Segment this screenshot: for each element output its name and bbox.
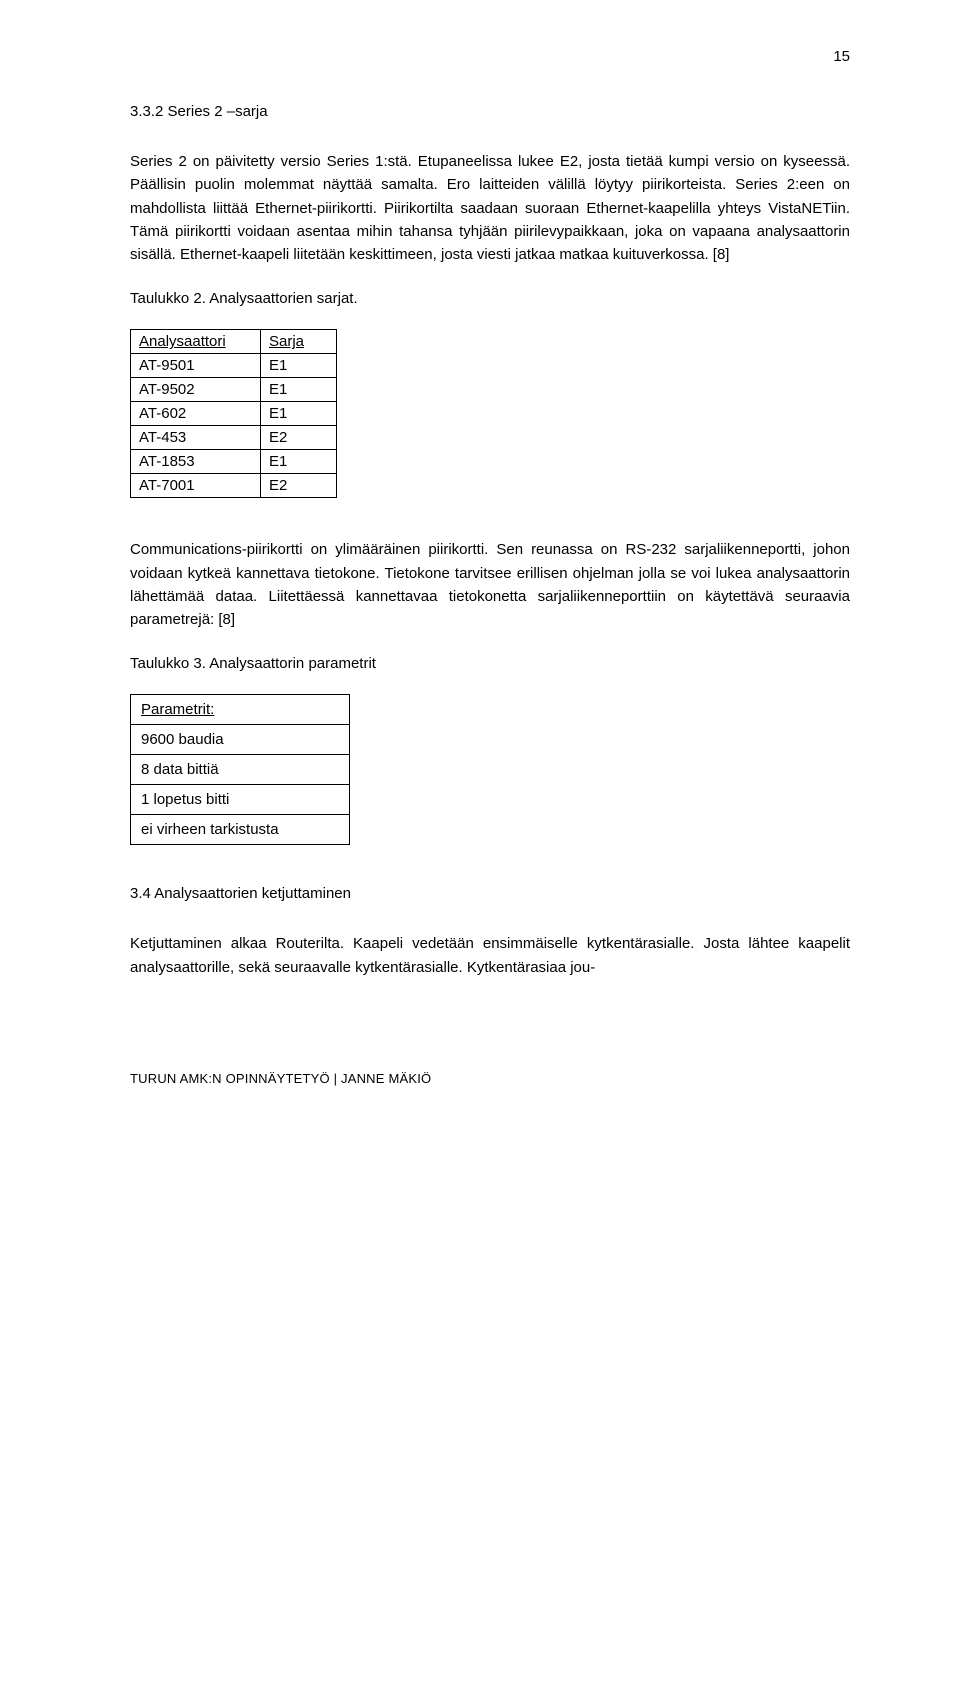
table-row: AT-7001 E2 bbox=[131, 474, 337, 498]
cell-param: ei virheen tarkistusta bbox=[131, 815, 350, 845]
cell-series: E2 bbox=[261, 426, 337, 450]
cell-series: E1 bbox=[261, 378, 337, 402]
cell-param: 8 data bittiä bbox=[131, 755, 350, 785]
page-footer: TURUN AMK:N OPINNÄYTETYÖ | JANNE MÄKIÖ bbox=[130, 1071, 850, 1086]
table-row: AT-9501 E1 bbox=[131, 354, 337, 378]
table-parameters: Parametrit: 9600 baudia 8 data bittiä 1 … bbox=[130, 694, 350, 845]
cell-series: E1 bbox=[261, 354, 337, 378]
section-heading: 3.3.2 Series 2 –sarja bbox=[130, 103, 850, 120]
table-row: ei virheen tarkistusta bbox=[131, 815, 350, 845]
table-row: Parametrit: bbox=[131, 695, 350, 725]
cell-analyser: AT-7001 bbox=[131, 474, 261, 498]
cell-series: E1 bbox=[261, 450, 337, 474]
table-header-parametrit: Parametrit: bbox=[131, 695, 350, 725]
cell-analyser: AT-9501 bbox=[131, 354, 261, 378]
table-row: AT-9502 E1 bbox=[131, 378, 337, 402]
paragraph-2: Communications-piirikortti on ylimääräin… bbox=[130, 538, 850, 631]
table1-caption: Taulukko 2. Analysaattorien sarjat. bbox=[130, 290, 850, 307]
cell-param: 9600 baudia bbox=[131, 725, 350, 755]
table-row: Analysaattori Sarja bbox=[131, 330, 337, 354]
cell-param: 1 lopetus bitti bbox=[131, 785, 350, 815]
table-header-sarja: Sarja bbox=[261, 330, 337, 354]
table-row: AT-602 E1 bbox=[131, 402, 337, 426]
cell-series: E2 bbox=[261, 474, 337, 498]
cell-analyser: AT-9502 bbox=[131, 378, 261, 402]
table-header-analysaattori: Analysaattori bbox=[131, 330, 261, 354]
table-analyser-series: Analysaattori Sarja AT-9501 E1 AT-9502 E… bbox=[130, 329, 337, 498]
table-row: AT-1853 E1 bbox=[131, 450, 337, 474]
cell-series: E1 bbox=[261, 402, 337, 426]
cell-analyser: AT-453 bbox=[131, 426, 261, 450]
table-row: 8 data bittiä bbox=[131, 755, 350, 785]
page-number: 15 bbox=[130, 48, 850, 65]
table-row: 1 lopetus bitti bbox=[131, 785, 350, 815]
table-row: 9600 baudia bbox=[131, 725, 350, 755]
table-row: AT-453 E2 bbox=[131, 426, 337, 450]
sub-section-heading: 3.4 Analysaattorien ketjuttaminen bbox=[130, 885, 850, 902]
table3-caption: Taulukko 3. Analysaattorin parametrit bbox=[130, 655, 850, 672]
paragraph-1: Series 2 on päivitetty versio Series 1:s… bbox=[130, 150, 850, 266]
cell-analyser: AT-602 bbox=[131, 402, 261, 426]
paragraph-3: Ketjuttaminen alkaa Routerilta. Kaapeli … bbox=[130, 932, 850, 979]
cell-analyser: AT-1853 bbox=[131, 450, 261, 474]
